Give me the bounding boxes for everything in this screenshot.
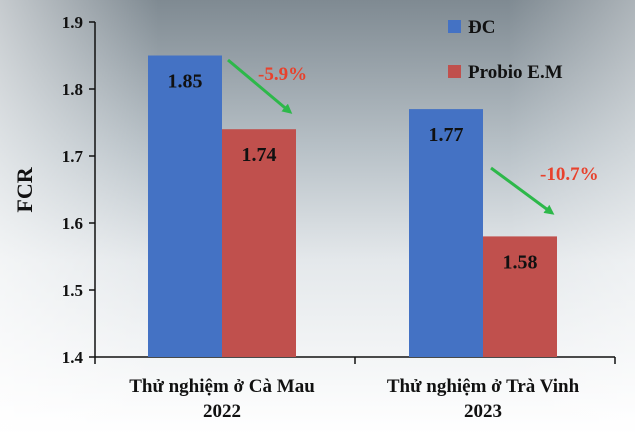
legend-label: Probio E.M (468, 62, 563, 83)
bar-value-label: 1.74 (242, 144, 277, 166)
legend-swatch (448, 65, 461, 78)
y-tick-label: 1.5 (62, 281, 83, 300)
decrease-arrow (227, 58, 293, 114)
bar-value-label: 1.85 (168, 71, 203, 93)
x-category-label: 2023 (464, 401, 502, 422)
y-tick-label: 1.8 (62, 80, 83, 99)
legend-label: ĐC (468, 17, 495, 38)
x-category-label: 2022 (203, 401, 241, 422)
percent-change-label: -5.9% (258, 64, 307, 85)
bar-probio (222, 129, 296, 357)
decrease-arrow (490, 166, 555, 215)
x-category-label: Thử nghiệm ở Cà Mau (129, 376, 315, 397)
x-category-label: Thử nghiệm ở Trà Vinh (387, 376, 580, 397)
bar-probio (483, 236, 557, 357)
bar-value-label: 1.58 (503, 251, 538, 273)
legend-swatch (448, 20, 461, 33)
y-tick-label: 1.6 (62, 214, 83, 233)
y-tick-label: 1.4 (62, 348, 84, 367)
bar-value-label: 1.77 (429, 124, 464, 146)
percent-change-label: -10.7% (540, 164, 599, 185)
bar-dc (409, 109, 483, 357)
bar-dc (148, 55, 222, 357)
y-tick-label: 1.7 (62, 147, 84, 166)
y-tick-label: 1.9 (62, 13, 83, 32)
y-axis-title: FCR (12, 166, 37, 212)
